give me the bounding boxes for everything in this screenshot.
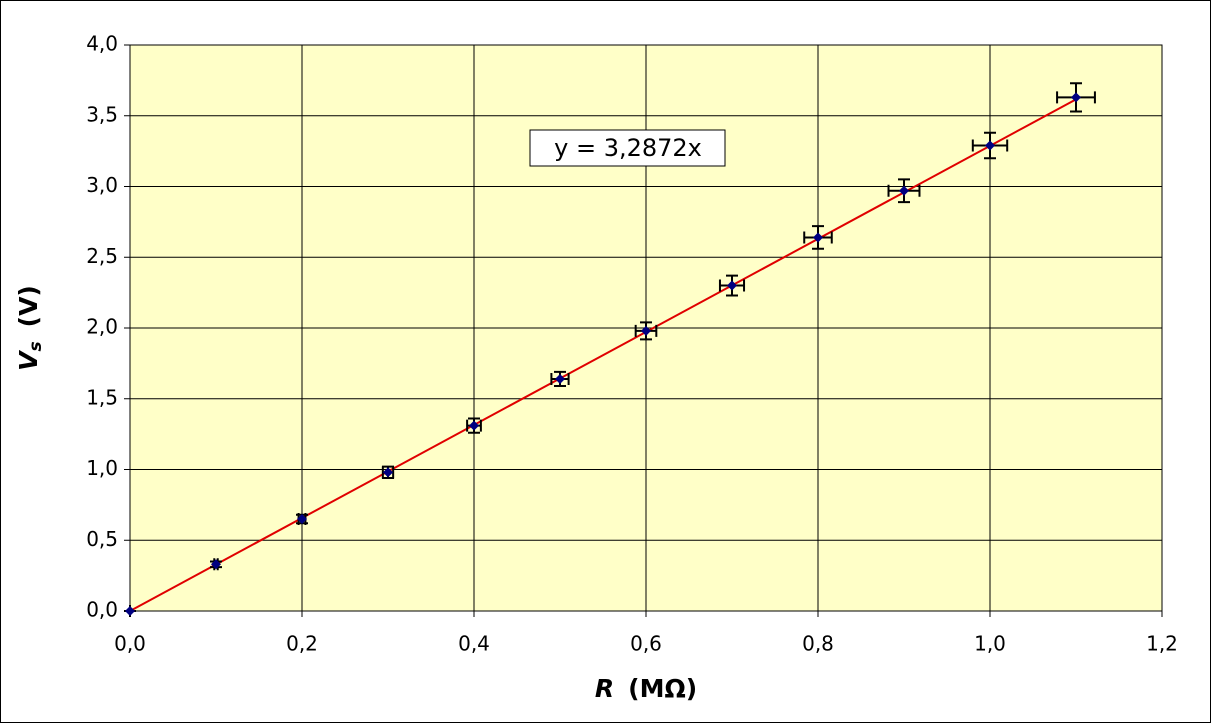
data-point [125,606,135,616]
trendline [129,98,1077,612]
x-tick-label: 0,2 [286,632,318,656]
data-point [1071,92,1081,103]
y-tick-label: 4,0 [86,32,118,56]
data-point [297,514,307,525]
y-label-subscript: s [26,341,46,351]
x-tick-label: 0,4 [458,632,490,656]
data-point [469,420,479,431]
equation-box [529,129,726,167]
y-tick-label: 2,5 [86,244,118,268]
y-tick-label: 1,0 [86,456,118,480]
x-tick-label: 1,0 [974,632,1006,656]
y-tick-label: 3,5 [86,102,118,126]
x-axis-title: R (MΩ) [595,674,697,703]
data-point [813,232,823,243]
y-tick-label: 3,0 [86,173,118,197]
y-label-unit: (V) [14,285,43,327]
data-point [383,467,393,478]
x-tick-label: 0,8 [802,632,834,656]
data-point [899,185,909,196]
data-point [211,559,221,570]
data-point [641,325,651,336]
x-tick-label: 0,6 [630,632,662,656]
x-tick-label: 0,0 [114,632,146,656]
y-tick-label: 1,5 [86,385,118,409]
y-tick-label: 2,0 [86,315,118,339]
y-axis-title: Vs (V) [14,285,46,371]
x-label-symbol: R [595,674,614,703]
y-label-symbol: V [14,350,43,371]
trendline-equation: y = 3,2872x [554,134,702,162]
y-tick-label: 0,5 [86,527,118,551]
x-label-unit: (MΩ) [628,674,697,703]
data-point [555,373,565,384]
y-tick-label: 0,0 [86,598,118,622]
data-point [727,280,737,291]
data-point [985,140,995,151]
x-tick-label: 1,2 [1146,632,1178,656]
